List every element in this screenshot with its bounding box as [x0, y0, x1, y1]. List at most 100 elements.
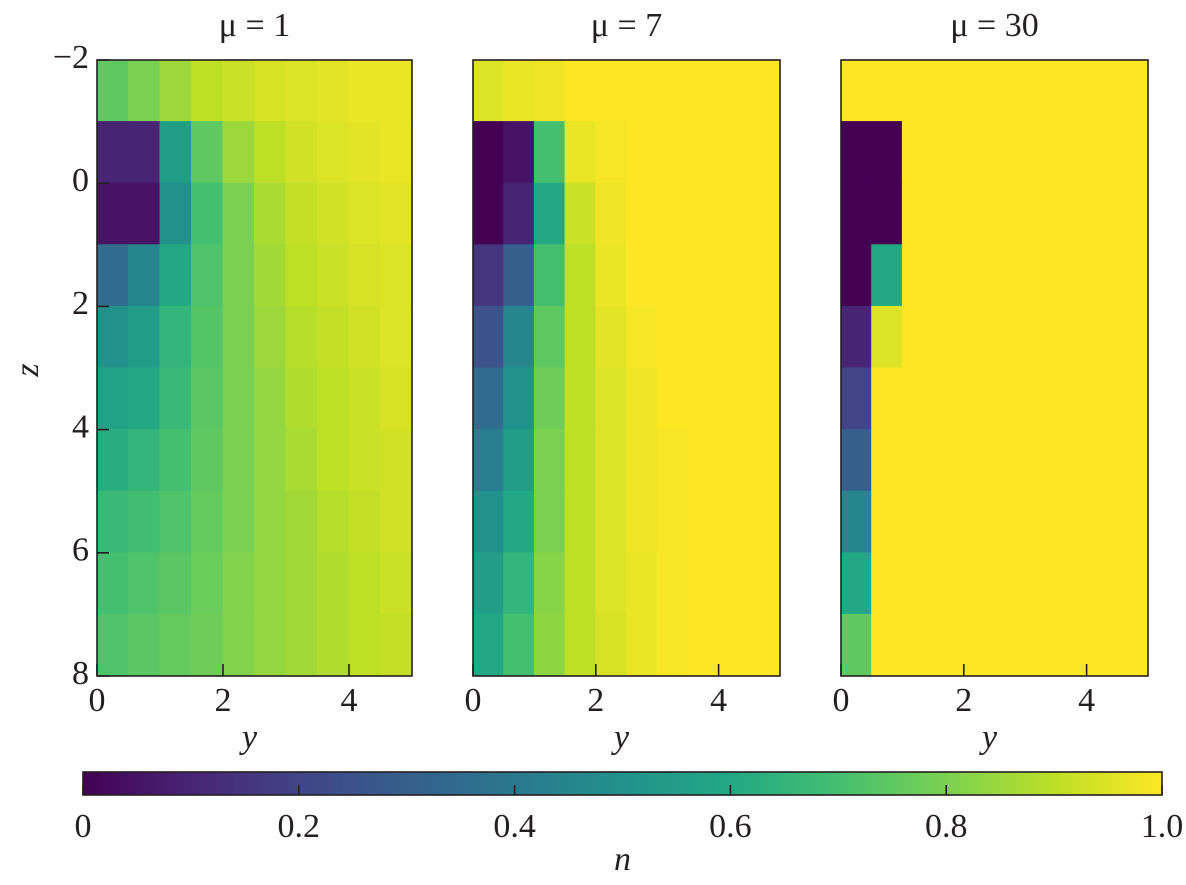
heatmap-cell: [626, 613, 658, 676]
heatmap-cell: [128, 60, 161, 123]
heatmap-cell: [317, 429, 350, 492]
heatmap-cell: [97, 60, 129, 123]
heatmap-cell: [159, 367, 192, 431]
heatmap-cell: [595, 613, 627, 676]
y-tick-label: 6: [72, 532, 89, 569]
heatmap-cell: [1055, 552, 1088, 615]
heatmap-cell: [656, 244, 689, 307]
heatmap-cell: [348, 613, 381, 676]
heatmap-cell: [748, 613, 780, 676]
heatmap-cell: [191, 552, 224, 615]
heatmap-cell: [254, 121, 287, 184]
heatmap-cell: [348, 429, 381, 492]
heatmap-cell: [718, 60, 750, 123]
heatmap-cell: [348, 244, 381, 307]
heatmap-cell: [748, 60, 780, 123]
heatmap-cell: [595, 244, 627, 307]
heatmap-cell: [317, 182, 350, 246]
heatmap-cell: [656, 552, 689, 615]
heatmap-cell: [533, 60, 566, 123]
heatmap-cell: [626, 182, 658, 246]
heatmap-cell: [473, 60, 505, 123]
heatmap-cell: [1116, 613, 1148, 676]
heatmap-cell: [994, 60, 1026, 123]
heatmap: [97, 60, 412, 676]
heatmap-cell: [128, 613, 161, 676]
heatmap-cell: [1024, 367, 1057, 431]
heatmap-cell: [595, 60, 627, 123]
y-axis-label: z: [9, 363, 46, 377]
heatmap-cell: [656, 490, 689, 554]
heatmap-cell: [963, 552, 995, 615]
heatmap-cell: [901, 490, 934, 554]
heatmap-cell: [348, 121, 381, 184]
heatmap-cell: [97, 121, 129, 184]
heatmap-cell: [963, 429, 995, 492]
heatmap-cell: [687, 490, 720, 554]
heatmap-cell: [718, 490, 750, 554]
heatmap-cell: [159, 429, 192, 492]
heatmap-cell: [473, 244, 505, 307]
heatmap-cell: [687, 182, 720, 246]
x-tick-label: 4: [1078, 682, 1095, 719]
heatmap-cell: [191, 121, 224, 184]
heatmap-cell: [994, 121, 1026, 184]
heatmap-cell: [748, 429, 780, 492]
heatmap-cell: [656, 182, 689, 246]
heatmap-cell: [994, 613, 1026, 676]
heatmap-cell: [97, 613, 129, 676]
heatmap-cell: [128, 552, 161, 615]
heatmap-cell: [564, 60, 597, 123]
heatmap-cell: [1116, 490, 1148, 554]
heatmap-cell: [533, 429, 566, 492]
heatmap-cell: [191, 367, 224, 431]
heatmap: [473, 60, 780, 676]
heatmap-cell: [841, 121, 873, 184]
heatmap-cell: [159, 552, 192, 615]
heatmap-cell: [97, 182, 129, 246]
heatmap-cell: [963, 490, 995, 554]
heatmap-cell: [473, 613, 505, 676]
heatmap-cell: [564, 490, 597, 554]
heatmap-cell: [687, 305, 720, 369]
heatmap-cell: [191, 429, 224, 492]
heatmap-cell: [254, 367, 287, 431]
heatmap-cell: [191, 613, 224, 676]
heatmap-cell: [626, 552, 658, 615]
heatmap-cell: [718, 613, 750, 676]
heatmap-cell: [533, 182, 566, 246]
heatmap-cell: [503, 552, 535, 615]
heatmap-cell: [317, 552, 350, 615]
heatmap-cell: [994, 305, 1026, 369]
heatmap-cell: [595, 182, 627, 246]
heatmap-cell: [841, 244, 873, 307]
heatmap-cell: [473, 367, 505, 431]
heatmap-cell: [564, 244, 597, 307]
heatmap-cell: [687, 429, 720, 492]
heatmap-cell: [380, 367, 412, 431]
heatmap-cell: [901, 429, 934, 492]
heatmap-cell: [97, 552, 129, 615]
heatmap-cell: [1086, 244, 1118, 307]
colorbar-tick-label: 1.0: [1141, 808, 1184, 845]
heatmap-cell: [1024, 429, 1057, 492]
heatmap-cell: [841, 552, 873, 615]
heatmap-cell: [380, 305, 412, 369]
heatmap-cell: [380, 429, 412, 492]
heatmap-cell: [533, 121, 566, 184]
heatmap-cell: [473, 490, 505, 554]
y-tick-label: 4: [72, 408, 89, 445]
heatmap-cell: [1055, 613, 1088, 676]
panel-title: μ = 7: [591, 7, 662, 44]
heatmap-cell: [503, 613, 535, 676]
heatmap-cell: [97, 367, 129, 431]
heatmap-cell: [1116, 121, 1148, 184]
heatmap-cell: [1055, 244, 1088, 307]
heatmap-cell: [994, 367, 1026, 431]
heatmap-cell: [317, 60, 350, 123]
heatmap-cell: [222, 121, 255, 184]
heatmap-cell: [871, 60, 903, 123]
heatmap-cell: [533, 613, 566, 676]
heatmap-cell: [128, 182, 161, 246]
heatmap-cell: [841, 429, 873, 492]
